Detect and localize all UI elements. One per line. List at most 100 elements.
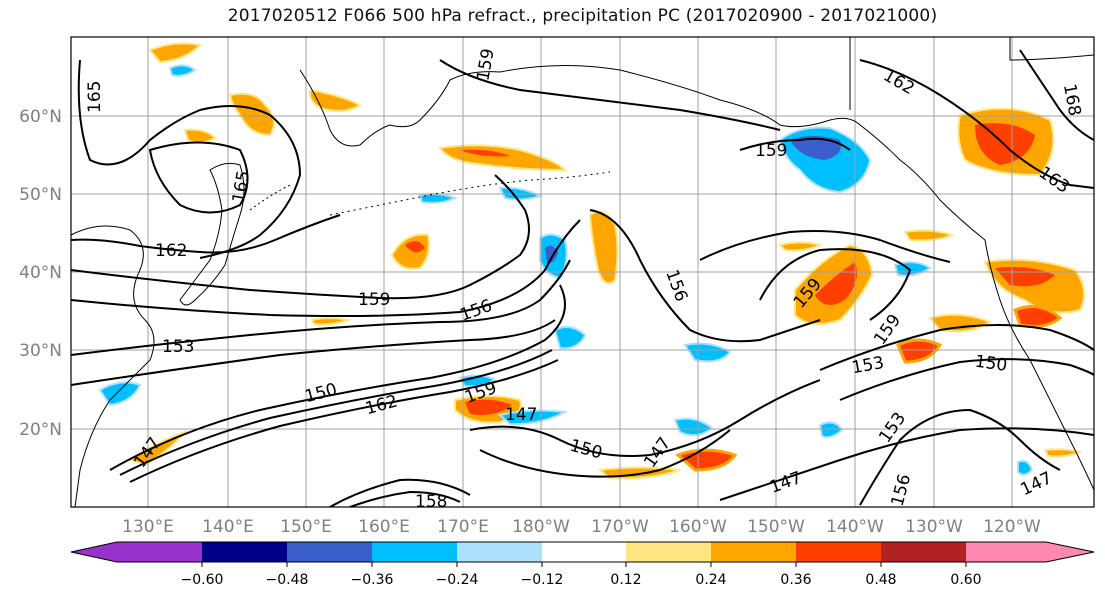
anomaly-negative — [553, 325, 587, 350]
lon-label: 170°W — [591, 517, 649, 537]
longitude-labels: 130°E 140°E 150°E 160°E 170°E 180°W 170°… — [122, 517, 1041, 537]
refractivity-contours — [71, 49, 1094, 507]
anomaly-negative — [545, 245, 558, 263]
map-area: 165 159 162 168 163 165 162 159 156 153 … — [71, 37, 1094, 512]
precipitation-anomaly-fills — [98, 42, 1085, 480]
colorbar-bin — [457, 542, 542, 562]
contour-156-west — [71, 219, 581, 317]
colorbar — [70, 541, 1095, 563]
lon-label: 160°E — [358, 517, 410, 537]
colorbar-tick-label: 0.12 — [610, 572, 641, 588]
contour-153-west — [71, 259, 571, 356]
lon-label: 160°W — [669, 517, 727, 537]
anomaly-positive — [405, 241, 425, 253]
contour-label: 153 — [162, 337, 194, 357]
contour-label: 165 — [85, 81, 105, 113]
colorbar-bin — [626, 542, 711, 562]
anomaly-negative — [790, 136, 841, 160]
contour-east-loop — [759, 248, 912, 321]
anomaly-positive — [308, 88, 362, 112]
lon-label: 180°W — [512, 517, 570, 537]
contour-150-south — [469, 379, 821, 457]
contour-south-loops-2 — [349, 490, 461, 507]
contour-156-central — [589, 209, 821, 343]
coastline-asia — [71, 225, 155, 507]
anomaly-positive — [778, 241, 823, 252]
contour-162-ne — [859, 59, 1094, 189]
colorbar-bin — [287, 542, 372, 562]
contour-south-loops — [329, 478, 471, 507]
colorbar-tick-label: −0.12 — [521, 572, 564, 588]
lon-label: 130°W — [905, 517, 963, 537]
contour-jet-3 — [129, 359, 559, 483]
colorbar-bin — [117, 542, 202, 562]
anomaly-negative — [1017, 460, 1034, 476]
colorbar-tick-label: 0.24 — [695, 572, 726, 588]
coastline-alaska — [499, 64, 986, 241]
colorbar-bin — [542, 542, 626, 562]
anomaly-negative — [497, 409, 569, 426]
colorbar-bin — [796, 542, 881, 562]
contour-label: 159 — [755, 141, 787, 161]
contour-165-alaska — [439, 59, 781, 131]
colorbar-high-extension — [1046, 542, 1094, 562]
contour-label: 158 — [415, 492, 447, 512]
lat-label: 20°N — [19, 420, 62, 440]
lon-label: 150°E — [280, 517, 332, 537]
contour-150-west — [71, 319, 556, 386]
colorbar-outline — [70, 541, 1095, 563]
colorbar-tick-label: −0.36 — [351, 572, 394, 588]
lon-label: 140°W — [826, 517, 884, 537]
contour-162-west — [71, 214, 341, 254]
colorbar-bin — [711, 542, 796, 562]
contour-162-loop — [148, 141, 249, 214]
contour-jet-2 — [119, 349, 553, 476]
contour-153-east — [819, 324, 1094, 371]
latitude-labels: 60°N 50°N 40°N 30°N 20°N — [19, 107, 62, 440]
contour-156-se — [859, 408, 1061, 506]
colorbar-tick-label: 0.48 — [865, 572, 896, 588]
lon-label: 150°W — [747, 517, 805, 537]
lon-label: 120°W — [983, 517, 1041, 537]
contour-159-alaska — [739, 137, 851, 151]
contour-159-west — [71, 174, 530, 300]
colorbar-tick-label: −0.48 — [266, 572, 309, 588]
colorbar-bin — [881, 542, 966, 562]
anomaly-positive — [228, 92, 275, 137]
contour-label: 159 — [358, 290, 390, 310]
contour-150-east — [839, 358, 1094, 401]
colorbar-tick-label: −0.24 — [436, 572, 479, 588]
coastline-kamchatka — [299, 69, 501, 147]
colorbar-bin — [372, 542, 457, 562]
figure-title: 2017020512 F066 500 hPa refract., precip… — [227, 6, 938, 26]
colorbar-low-extension — [71, 542, 117, 562]
coastline-japan — [179, 162, 245, 306]
contour-159-east — [699, 230, 951, 263]
lat-label: 60°N — [19, 107, 62, 127]
lat-label: 40°N — [19, 263, 62, 283]
contour-168-ne — [1019, 49, 1094, 141]
graticule — [71, 37, 1094, 507]
border-canada-us — [849, 37, 1094, 110]
map-frame — [70, 36, 1095, 508]
anomaly-positive — [903, 229, 955, 242]
lon-label: 140°E — [202, 517, 254, 537]
anomaly-positive — [815, 262, 858, 305]
contour-165-west — [77, 59, 302, 259]
anomaly-positive — [928, 313, 993, 333]
anomaly-positive — [588, 210, 619, 285]
colorbar-ticks: −0.60 −0.48 −0.36 −0.24 −0.12 0.12 0.24 … — [181, 562, 982, 588]
anomaly-negative — [818, 421, 844, 439]
anomaly-positive — [896, 338, 943, 364]
contour-label: 162 — [155, 241, 187, 261]
contour-label: 147 — [505, 405, 537, 425]
contour-147-east — [719, 427, 1094, 501]
anomaly-negative — [683, 342, 732, 363]
colorbar-tick-label: 0.36 — [780, 572, 811, 588]
lat-label: 30°N — [19, 341, 62, 361]
anomaly-positive — [1043, 448, 1084, 458]
contour-jet-1 — [109, 284, 566, 471]
contour-147-south — [479, 429, 731, 478]
lon-label: 170°E — [437, 517, 489, 537]
anomaly-positive — [310, 317, 352, 326]
